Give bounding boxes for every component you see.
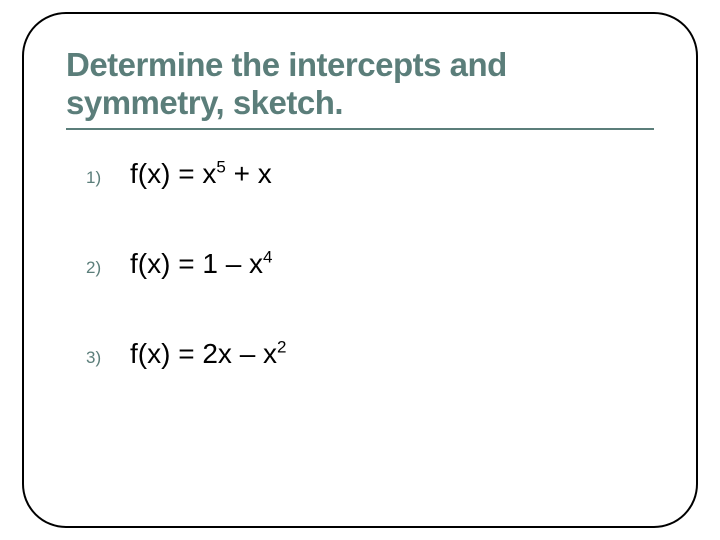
item-expression: f(x) = 2x – x2 [130,338,287,370]
list-item: 2) f(x) = 1 – x4 [86,248,654,280]
slide-title: Determine the intercepts and symmetry, s… [66,46,654,122]
item-number: 3) [86,348,130,368]
item-expression: f(x) = 1 – x4 [130,248,273,280]
item-number: 2) [86,258,130,278]
item-expression: f(x) = x5 + x [130,158,272,190]
item-number: 1) [86,168,130,188]
title-underline [66,128,654,130]
problem-list: 1) f(x) = x5 + x 2) f(x) = 1 – x4 3) f(x… [66,158,654,370]
slide-frame: Determine the intercepts and symmetry, s… [22,12,698,528]
list-item: 3) f(x) = 2x – x2 [86,338,654,370]
list-item: 1) f(x) = x5 + x [86,158,654,190]
